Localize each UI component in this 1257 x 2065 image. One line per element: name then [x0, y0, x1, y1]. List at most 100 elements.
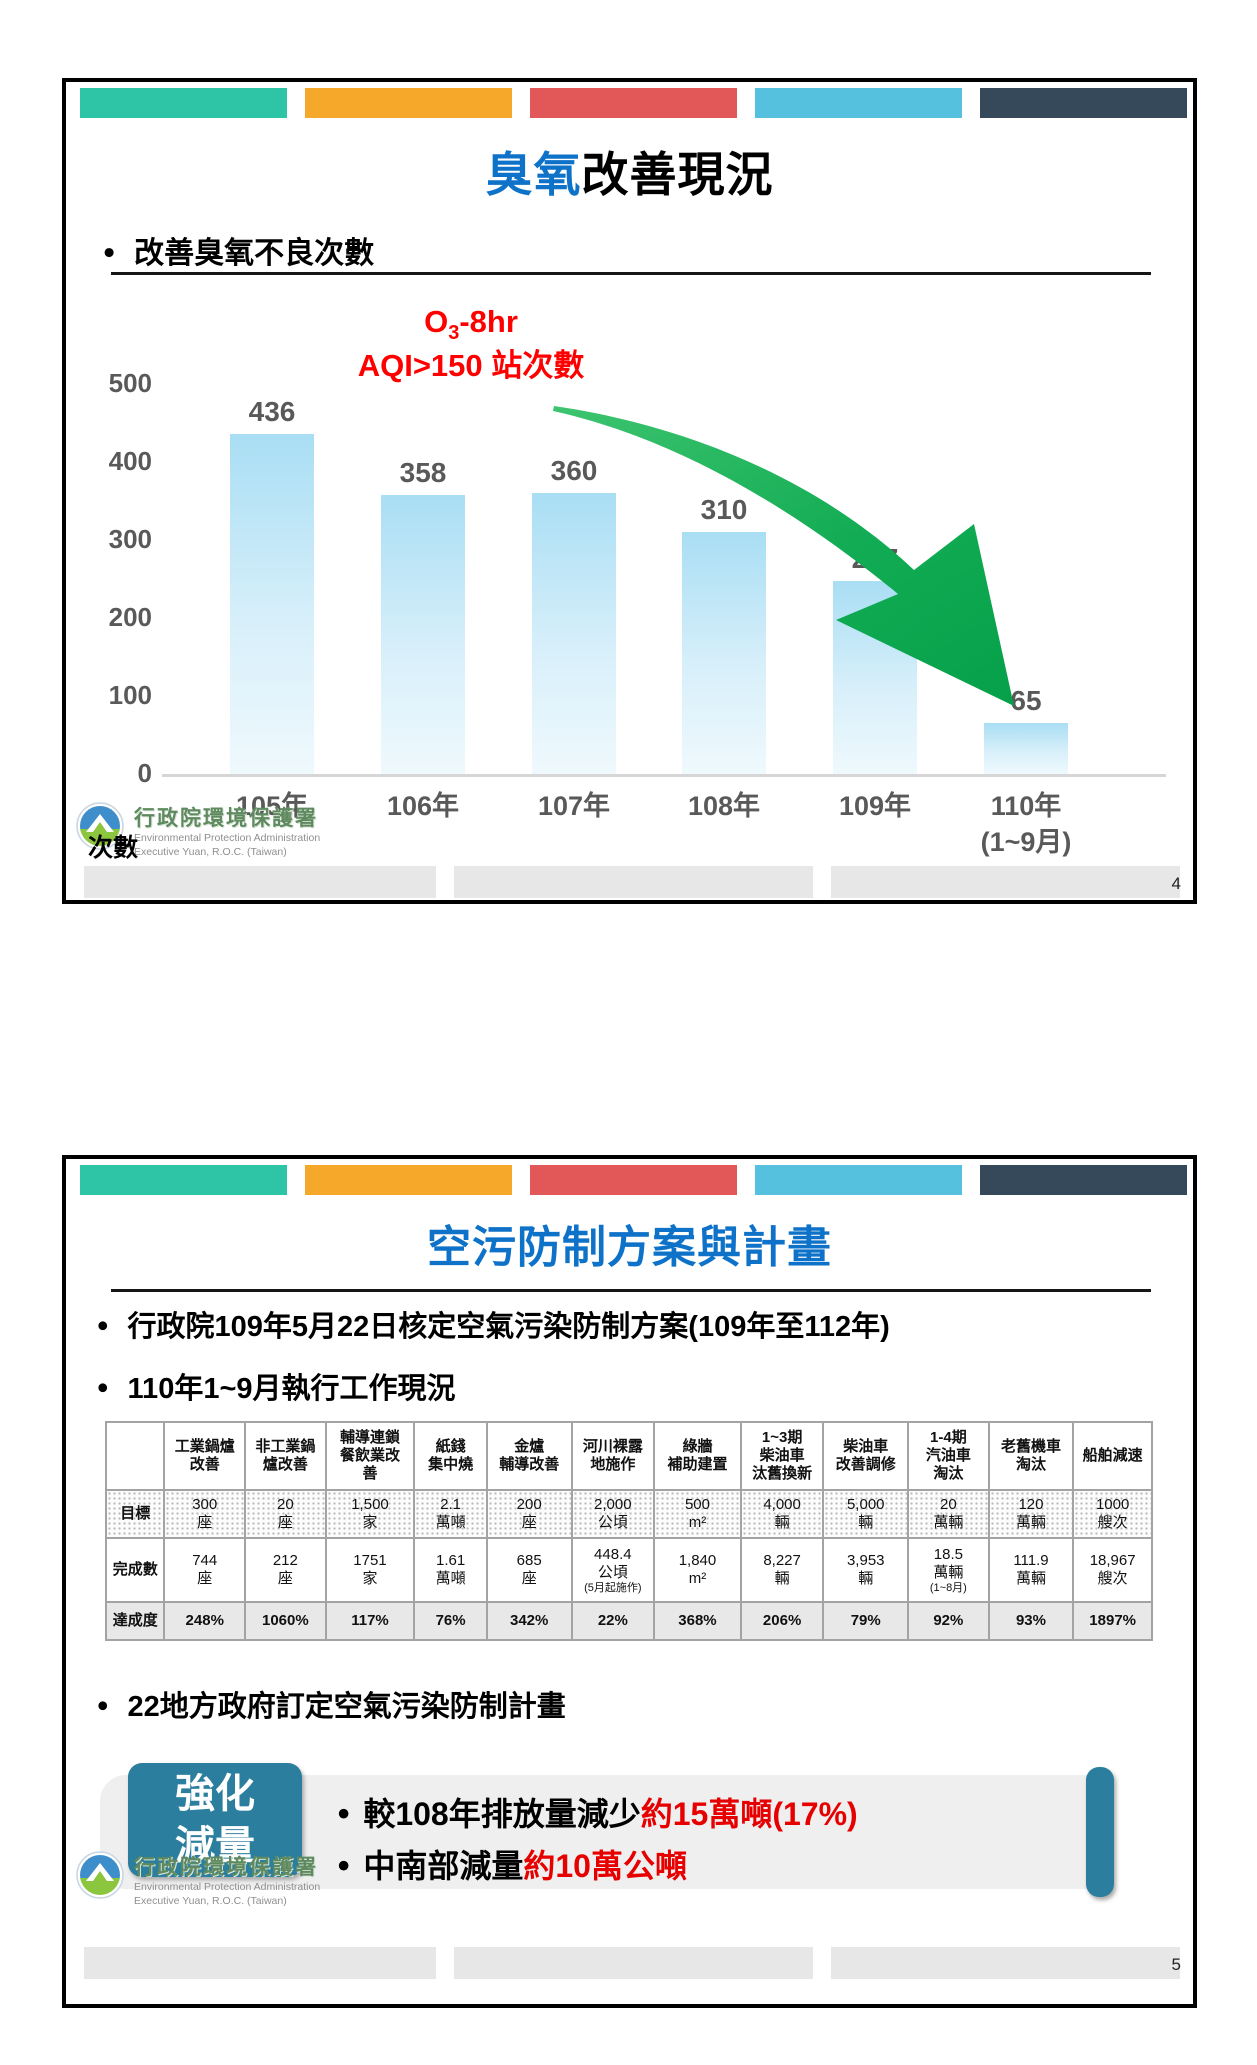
table-cell: 5,000 輛: [822, 1489, 910, 1539]
footer-bar: [84, 1947, 436, 1979]
slide-title-accent: 臭氧: [485, 148, 582, 201]
bullet-text: 22地方政府訂定空氣污染防制計畫: [127, 1691, 566, 1723]
title-underline: [111, 272, 1151, 275]
table-cell: 200 座: [485, 1489, 573, 1539]
chart-bar-110年: [984, 723, 1068, 774]
table-cell: 2,000 公頃: [570, 1489, 656, 1539]
y-axis-tick-label: 300: [108, 524, 152, 554]
table-header-cell: 河川裸露 地施作: [570, 1421, 656, 1491]
table-cell: 1000 艘次: [1072, 1489, 1153, 1539]
table-row-rate: 達成度 248% 1060% 117% 76% 342% 22% 368% 206% 79% 92%…: [104, 1601, 1153, 1641]
bar-value-label: 65: [1010, 685, 1042, 716]
bullet-local-gov: ● 22地方政府訂定空氣污染防制計畫: [94, 1683, 566, 1725]
epa-logo-zh: 行政院環境保護署: [134, 807, 318, 830]
header-bar-segment-4: [980, 1165, 1187, 1195]
callout-right-bar: [1086, 1767, 1114, 1897]
chart-bar-108年: [682, 532, 766, 774]
table-header-cell: 紙錢 集中燒: [413, 1421, 488, 1491]
bullet-dot: ●: [336, 1799, 351, 1825]
bullet-dot: ●: [336, 1851, 351, 1877]
header-bar-segment-4: [980, 88, 1187, 118]
table-header-cell: 輔導連鎖 餐飲業改 善: [324, 1421, 416, 1491]
epa-logo-text: 行政院環境保護署 Environmental Protection Admini…: [134, 802, 320, 859]
header-bar-segment-0: [80, 1165, 287, 1195]
y-axis-tick-label: 500: [108, 368, 152, 398]
x-axis-label: 106年: [386, 791, 460, 821]
slide-4-ozone-status: 臭氧改善現況 ● 改善臭氧不良次數 O3-8hr AQI>150 站次數 0 100…: [62, 78, 1197, 904]
bullet-text: 改善臭氧不良次數: [134, 237, 375, 270]
bullet-approved-plan: ● 行政院109年5月22日核定空氣污染防制方案(109年至112年): [94, 1303, 890, 1345]
footer-bar: [84, 866, 436, 898]
table-cell: 120 萬輛: [987, 1489, 1075, 1539]
table-cell: 8,227 輛: [739, 1537, 825, 1603]
table-header-cell: 柴油車 改善調修: [822, 1421, 910, 1491]
table-corner-cell: [104, 1421, 166, 1491]
title-underline: [111, 1289, 1151, 1292]
epa-logo: 行政院環境保護署 Environmental Protection Admini…: [76, 1851, 320, 1908]
chart-bar-107年: [532, 493, 616, 774]
table-cell: 368%: [653, 1601, 742, 1641]
footer-bar: [831, 866, 1180, 898]
table-cell: 76%: [413, 1601, 488, 1641]
header-bar-segment-1: [305, 1165, 512, 1195]
callout-text-black: 中南部減量: [363, 1848, 524, 1884]
header-bar-segment-0: [80, 88, 287, 118]
bullet-dot: ●: [96, 1375, 109, 1399]
table-cell: 1,840 m²: [653, 1537, 742, 1603]
chart-bar-105年: [230, 434, 314, 774]
callout-item: ● 中南部減量約10萬公噸: [334, 1841, 687, 1887]
y-axis-tick-label: 100: [108, 680, 152, 710]
plan-table: 工業鍋爐 改善 非工業鍋 爐改善 輔導連鎖 餐飲業改 善紙錢 集中燒 金爐 輔導改善河…: [104, 1421, 1153, 1641]
bar-value-label: 310: [700, 494, 748, 525]
table-cell: 3,953 輛: [822, 1537, 910, 1603]
callout-label-line2: 減量: [175, 1824, 255, 1868]
slide-title: 臭氧改善現況: [66, 136, 1193, 205]
bullet-dot: ●: [96, 1693, 109, 1717]
table-header-cell: 船舶減速: [1072, 1421, 1153, 1491]
table-cell: 1897%: [1072, 1601, 1153, 1641]
bullet-work-status: ● 110年1~9月執行工作現況: [94, 1365, 456, 1407]
epa-logo: 行政院環境保護署 Environmental Protection Admini…: [76, 802, 320, 859]
table-cell: 300 座: [163, 1489, 247, 1539]
epa-logo-text: 行政院環境保護署 Environmental Protection Admini…: [134, 1851, 320, 1908]
page-number: 4: [1171, 874, 1181, 893]
chart-annotation: O3-8hr AQI>150 站次數: [236, 302, 706, 386]
table-cell: 500 m²: [653, 1489, 742, 1539]
footer-bar: [831, 1947, 1180, 1979]
annotation-sub3: 3: [448, 322, 460, 345]
header-bar-segment-2: [530, 88, 737, 118]
table-cell: 18.5 萬輛 (1~8月): [907, 1537, 990, 1603]
x-axis-label: 107年: [537, 791, 611, 821]
epa-logo-en1: Environmental Protection Administration: [134, 1881, 321, 1893]
callout-text-red: 約10萬公噸: [523, 1848, 687, 1884]
table-cell-note: (5月起施作): [584, 1581, 642, 1594]
annotation-line2: AQI>150 站次數: [357, 348, 585, 384]
header-color-strip: [80, 1165, 1187, 1195]
table-cell: 22%: [570, 1601, 656, 1641]
table-header-cell: 1-4期 汽油車 淘汰: [907, 1421, 990, 1491]
table-cell-note: (1~8月): [929, 1581, 967, 1594]
callout-label: 強化 減量: [128, 1763, 302, 1877]
header-bar-segment-2: [530, 1165, 737, 1195]
y-axis-tick-label: 200: [108, 602, 152, 632]
table-row-label: 完成數: [104, 1537, 166, 1603]
annotation-o: O: [424, 304, 449, 339]
header-color-strip: [80, 88, 1187, 118]
x-axis-label: 109年: [838, 791, 912, 821]
table-cell: 111.9 萬輛: [987, 1537, 1075, 1603]
table-cell: 1.61 萬噸: [413, 1537, 488, 1603]
table-row-label: 達成度: [104, 1601, 166, 1641]
x-axis-label: 105年: [235, 791, 309, 821]
table-cell: 4,000 輛: [739, 1489, 825, 1539]
callout-text-black: 較108年排放量減少: [363, 1796, 641, 1832]
footer-bar: [454, 866, 813, 898]
table-cell: 1751 家: [324, 1537, 416, 1603]
y-axis-tick-label: 0: [137, 758, 152, 788]
epa-logo-icon: [76, 1851, 124, 1899]
table-cell: 1060%: [244, 1601, 327, 1641]
table-row-done: 完成數 744 座 212 座 1751 家 1.61 萬噸 685 座 448.4 公頃(…: [104, 1537, 1153, 1603]
y-axis-tick-label: 400: [108, 446, 152, 476]
page-number: 5: [1171, 1955, 1181, 1974]
epa-logo-zh: 行政院環境保護署: [134, 1856, 318, 1879]
